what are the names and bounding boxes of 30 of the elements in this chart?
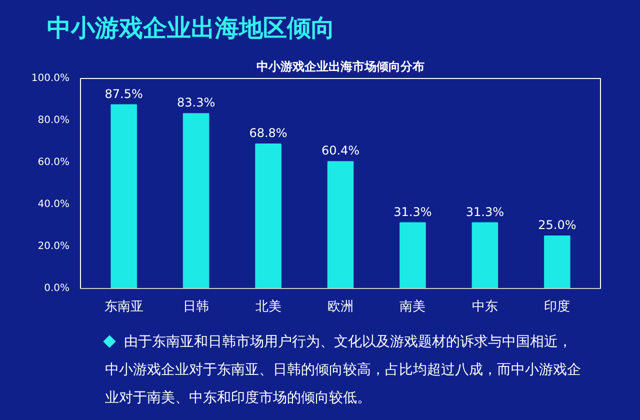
x-tick-label: 中东 xyxy=(472,300,498,314)
bar xyxy=(110,104,137,288)
data-label: 87.5% xyxy=(104,86,143,101)
text: 由于东南亚和日韩市场用户行为、文化以及游戏题材的诉求与中国相近，中小游戏企业对于东南亚、日韩的倾向较高，占比均超过八成，而中小游戏企业对于南美、中东和印度市场的倾向较低。 xyxy=(105,333,582,408)
x-tick-label: 日韩 xyxy=(183,300,210,314)
y-tick-label: 60.0% xyxy=(38,157,70,168)
data-label: 31.3% xyxy=(466,204,504,219)
data-label: 83.3% xyxy=(176,96,216,110)
y-tick-label: 0.0% xyxy=(44,283,70,294)
bar xyxy=(182,113,210,288)
bar xyxy=(255,144,282,288)
y-tick-label: 100.0% xyxy=(31,73,70,84)
bar xyxy=(472,222,498,288)
bar xyxy=(327,161,354,288)
bar xyxy=(544,236,570,288)
y-tick-label: 40.0% xyxy=(38,199,70,210)
x-tick-label: 印度 xyxy=(544,298,570,314)
data-label: 31.3% xyxy=(394,204,432,219)
y-tick-label: 80.0% xyxy=(38,115,70,126)
x-tick-label: 东南亚 xyxy=(104,300,144,314)
chart-subtitle: 中小游戏企业出海市场倾向分布 xyxy=(256,60,424,74)
data-label: 25.0% xyxy=(538,218,576,232)
x-tick-label: 南美 xyxy=(400,298,426,314)
chart-title: 中小游戏企业出海地区倾向 xyxy=(47,13,335,44)
y-tick-label: 20.0% xyxy=(38,241,70,252)
x-tick-label: 北美 xyxy=(255,298,282,314)
data-label: 60.4% xyxy=(321,144,360,158)
x-tick-label: 欧洲 xyxy=(328,300,354,314)
data-label: 68.8% xyxy=(249,126,288,140)
bar xyxy=(400,222,426,288)
